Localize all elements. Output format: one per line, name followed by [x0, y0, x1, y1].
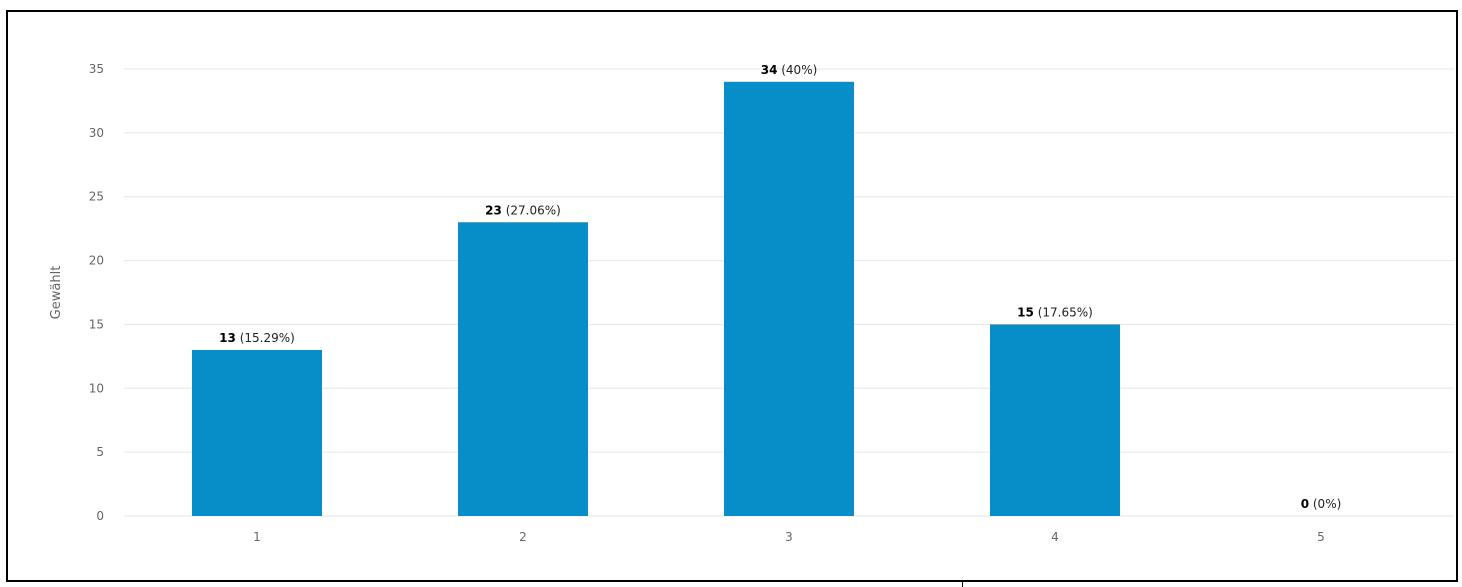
data-label-count: 13 [219, 331, 236, 345]
data-labels: 13 (15.29%) 23 (27.06%) 34 (40%) 15 (17.65%… [219, 63, 1341, 511]
data-label-count: 15 [1017, 305, 1034, 319]
data-label-percent: (15.29%) [236, 331, 295, 345]
data-label: 34 (40%) [761, 63, 818, 77]
data-label-percent: (40%) [777, 63, 817, 77]
data-label-percent: (0%) [1309, 497, 1341, 511]
y-tick-label: 0 [96, 509, 104, 523]
data-label-percent: (17.65%) [1034, 305, 1093, 319]
y-tick-label: 20 [89, 254, 104, 268]
y-tick-label: 5 [96, 445, 104, 459]
y-tick-label: 15 [89, 317, 104, 331]
frame-tick-mark [962, 580, 963, 587]
y-tick-label: 30 [89, 126, 104, 140]
bar [990, 324, 1120, 516]
data-label-percent: (27.06%) [502, 203, 561, 217]
y-tick-label: 10 [89, 381, 104, 395]
data-label: 0 (0%) [1301, 497, 1342, 511]
y-axis-title: Gewählt [49, 266, 64, 320]
y-tick-label: 25 [89, 190, 104, 204]
x-axis-ticks: 1 2 3 4 5 [253, 530, 1325, 544]
y-tick-label: 35 [89, 62, 104, 76]
x-tick-label: 4 [1051, 530, 1059, 544]
data-label: 23 (27.06%) [485, 203, 561, 217]
y-axis-ticks: 0 5 10 15 20 25 30 35 [89, 62, 104, 523]
data-label: 15 (17.65%) [1017, 305, 1093, 319]
x-tick-label: 1 [253, 530, 261, 544]
bars [192, 81, 1120, 517]
data-label-count: 23 [485, 203, 502, 217]
bar [724, 81, 854, 517]
data-label-count: 0 [1301, 497, 1309, 511]
data-label-count: 34 [761, 63, 778, 77]
x-tick-label: 2 [519, 530, 527, 544]
bar [192, 349, 322, 516]
data-label: 13 (15.29%) [219, 331, 295, 345]
bar [458, 222, 588, 516]
x-tick-label: 3 [785, 530, 793, 544]
x-tick-label: 5 [1317, 530, 1325, 544]
